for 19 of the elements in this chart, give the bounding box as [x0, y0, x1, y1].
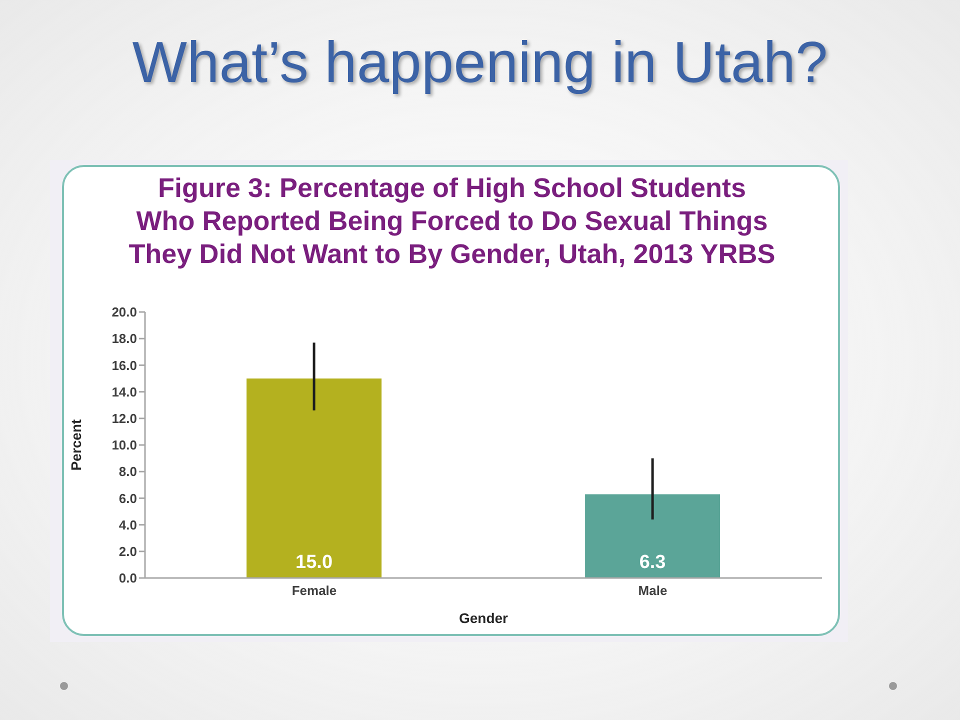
- y-tick-label: 18.0: [112, 331, 137, 346]
- y-axis-title: Percent: [68, 418, 84, 471]
- y-tick-label: 2.0: [118, 544, 137, 560]
- data-label: 6.3: [639, 552, 666, 573]
- y-tick-label: 10.0: [112, 438, 137, 453]
- data-label: 15.0: [296, 552, 333, 573]
- x-axis-title: Gender: [458, 610, 509, 626]
- y-tick-label: 4.0: [118, 517, 137, 532]
- x-tick-label: Male: [638, 583, 668, 598]
- x-tick-label: Female: [292, 583, 337, 598]
- y-tick-label: 8.0: [118, 464, 137, 480]
- y-tick-label: 14.0: [112, 384, 137, 400]
- chart-title: What’s happening in Utah?: [131, 29, 829, 97]
- y-tick-label: 16.0: [112, 358, 137, 373]
- y-tick-label: 20.0: [112, 304, 137, 320]
- y-tick-label: 12.0: [112, 411, 137, 426]
- y-tick-label: 0.0: [118, 570, 137, 586]
- y-tick-label: 6.0: [118, 490, 137, 506]
- chart-subtitle: Figure 3: Percentage of High School Students Who Reported Being Forced to Do Sexual Things They Did Not Want to By Gender, Utah, 2013 YRBS: [128, 172, 776, 271]
